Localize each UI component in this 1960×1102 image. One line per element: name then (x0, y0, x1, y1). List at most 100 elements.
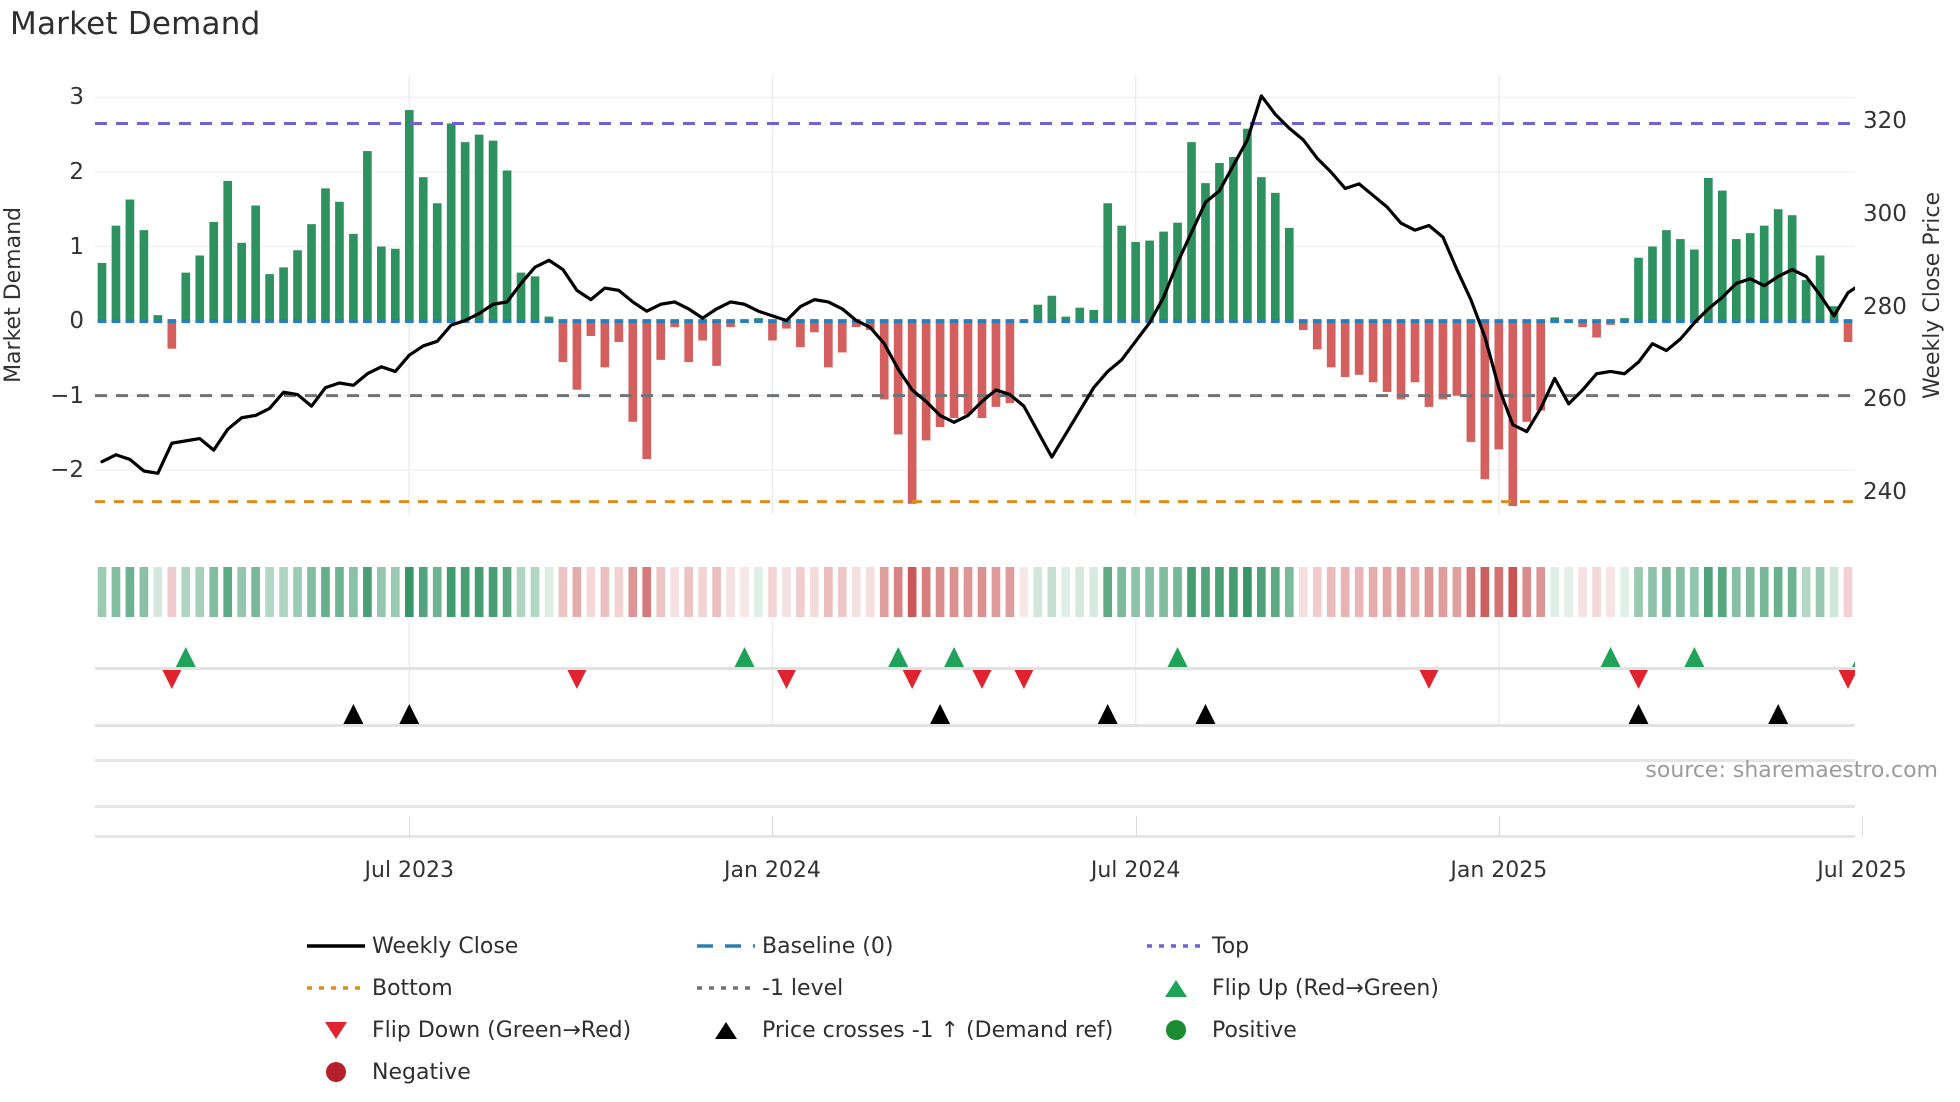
demand-bar (1648, 246, 1657, 322)
legend-item[interactable]: Baseline (0) (690, 925, 1140, 967)
demand-bar (1243, 128, 1252, 322)
demand-bar (488, 140, 498, 322)
panel-divider (95, 835, 1855, 838)
price-cross-marker (1097, 704, 1119, 725)
heatmap-cell (209, 567, 219, 617)
demand-bar (949, 321, 959, 419)
heatmap-cell (684, 567, 693, 617)
flip-down-marker (1012, 667, 1035, 689)
demand-bar (614, 321, 624, 342)
right-axis-tick: 240 (1863, 478, 1907, 505)
legend-item[interactable]: Weekly Close (300, 925, 690, 967)
demand-bar (530, 276, 540, 322)
price-cross-marker (1767, 704, 1789, 725)
heatmap-cell (1494, 567, 1504, 617)
heatmap-cell (824, 567, 833, 617)
demand-bar (1676, 239, 1685, 322)
demand-bar (698, 321, 707, 341)
price-cross-marker (1627, 704, 1649, 725)
heatmap-cell (1187, 567, 1196, 617)
demand-bar (1201, 183, 1210, 322)
heatmap-cell (1033, 567, 1043, 617)
x-axis-tick-mark (1135, 816, 1137, 836)
flip-down-marker (1417, 667, 1440, 689)
legend-label: Weekly Close (372, 933, 519, 959)
demand-bar (502, 170, 512, 322)
flip-up-marker (733, 647, 756, 669)
heatmap-cell (1536, 567, 1546, 617)
legend-item[interactable]: Flip Down (Green→Red) (300, 1009, 690, 1051)
demand-bar (418, 177, 428, 322)
demand-bar (1159, 231, 1168, 322)
triangle-down-icon (300, 1018, 372, 1042)
legend-item[interactable]: Flip Up (Red→Green) (1140, 967, 1570, 1009)
demand-bar (335, 201, 344, 322)
demand-bar (1354, 321, 1364, 375)
heatmap-cell (404, 567, 414, 617)
legend-item[interactable]: Bottom (300, 967, 690, 1009)
left-axis-tick: −1 (50, 382, 84, 409)
legend-item[interactable]: Positive (1140, 1009, 1570, 1051)
demand-bar (181, 272, 191, 322)
flip-up-marker (174, 647, 197, 669)
marker-rows (95, 620, 1855, 727)
x-axis-tick-mark (1861, 816, 1863, 836)
page-title: Market Demand (10, 6, 261, 42)
heatmap-cell (1340, 567, 1350, 617)
heatmap-cell (167, 567, 177, 617)
heatmap-cell (265, 567, 274, 617)
heatmap-cell (530, 567, 540, 617)
heatmap-cell (111, 567, 121, 617)
heatmap-cell (237, 567, 246, 617)
heatmap-cell (600, 567, 610, 617)
heatmap-cell (390, 567, 400, 617)
solid-line-icon (300, 940, 372, 952)
right-axis-tick: 280 (1863, 293, 1907, 320)
demand-bar (977, 321, 987, 419)
heatmap-cell (991, 567, 1001, 617)
heatmap-cell (1103, 567, 1113, 617)
demand-bar (307, 224, 316, 322)
legend-row: Weekly Close Baseline (0) Top (300, 925, 1650, 967)
legend-item[interactable]: Top (1140, 925, 1570, 967)
cross-marker-axis-line (95, 724, 1855, 727)
heatmap-cell (1815, 567, 1825, 617)
heatmap-cell (614, 567, 624, 617)
legend-item[interactable]: Price crosses -1 ↑ (Demand ref) (690, 1009, 1140, 1051)
heatmap-cell (1284, 567, 1294, 617)
heatmap-cell (963, 567, 973, 617)
demand-bar (572, 321, 582, 390)
demand-bar (1047, 295, 1057, 322)
heatmap-cell (97, 567, 107, 617)
heatmap-cell (279, 567, 288, 617)
legend-item[interactable]: Negative (300, 1051, 690, 1093)
heatmap-cell (307, 567, 316, 617)
legend-label: Price crosses -1 ↑ (Demand ref) (762, 1017, 1114, 1043)
demand-bar (1717, 190, 1727, 322)
demand-bar (1759, 225, 1769, 322)
lower-blank-panels (95, 727, 1855, 838)
legend-label: Baseline (0) (762, 933, 894, 959)
heatmap-cell (223, 567, 233, 617)
demand-bar (446, 123, 456, 322)
demand-bar (251, 205, 260, 322)
triangle-up-icon (1140, 976, 1212, 1000)
heatmap-cell (1452, 567, 1462, 617)
price-cross-marker (929, 704, 951, 725)
heatmap-cell (1508, 567, 1518, 617)
demand-bar (1298, 321, 1308, 331)
heatmap-cell (1438, 567, 1448, 617)
demand-bar (153, 315, 163, 322)
heatmap-cell (1298, 567, 1308, 617)
heatmap-cell (1704, 567, 1713, 617)
heatmap-cell (1522, 567, 1532, 617)
demand-bar (223, 180, 233, 322)
demand-bar (670, 321, 680, 328)
demand-bar (1508, 321, 1518, 507)
heatmap-cell (558, 567, 568, 617)
legend-item[interactable]: -1 level (690, 967, 1140, 1009)
demand-bar (1522, 321, 1532, 422)
demand-bar (1704, 177, 1713, 322)
legend-row: Flip Down (Green→Red) Price crosses -1 ↑ … (300, 1009, 1650, 1051)
flip-up-marker (1850, 660, 1855, 669)
